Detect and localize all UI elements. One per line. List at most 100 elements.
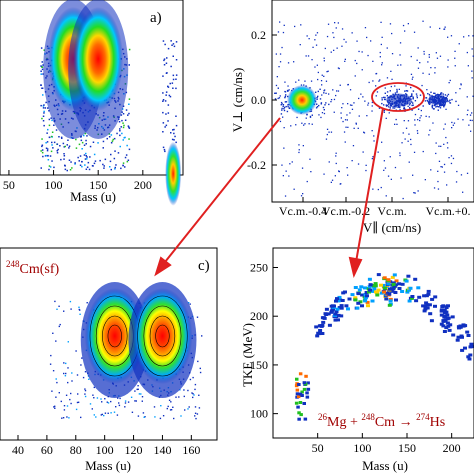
panel-a-point xyxy=(174,135,176,138)
panel-b-point xyxy=(372,156,374,158)
panel-b-point xyxy=(303,124,305,126)
panel-b-point xyxy=(380,43,382,46)
panel-b-point xyxy=(466,172,469,174)
panel-b-point xyxy=(427,93,429,95)
panel-d-cell xyxy=(424,301,429,305)
panel-d-cell xyxy=(357,288,362,292)
panel-a-point xyxy=(104,158,107,161)
panel-b-point xyxy=(316,106,319,108)
panel-a-point xyxy=(170,132,172,134)
panel-a-point xyxy=(74,163,76,165)
panel-a-point xyxy=(56,152,59,154)
panel-b-point xyxy=(311,114,313,116)
panel-d-cell xyxy=(450,315,455,319)
panel-a-point xyxy=(173,45,176,48)
panel-b-point xyxy=(462,191,464,193)
panel-c-point xyxy=(69,398,71,401)
panel-d-cell xyxy=(382,286,387,290)
panel-d-cell xyxy=(315,334,320,338)
panel-b-point xyxy=(356,40,358,42)
panel-c-point xyxy=(119,397,121,400)
panel-b-point xyxy=(449,102,452,104)
panel-a-point xyxy=(62,142,65,145)
panel-b-point xyxy=(390,70,392,72)
panel-d-cell xyxy=(298,401,303,404)
panel-a-point xyxy=(123,124,125,127)
panel-b-point xyxy=(381,102,383,105)
panel-d-cell xyxy=(384,297,389,301)
panel-b-point xyxy=(459,88,461,90)
panel-b-point xyxy=(416,95,418,97)
panel-b-point xyxy=(281,107,283,110)
panel-a-point xyxy=(64,168,67,171)
panel-a-point xyxy=(85,152,87,155)
panel-c-xtick-label: 120 xyxy=(125,443,143,457)
panel-a-point xyxy=(49,166,52,168)
panel-d-cell xyxy=(367,277,372,281)
panel-d-cell xyxy=(441,304,446,308)
panel-b-point xyxy=(457,104,460,106)
panel-b-point xyxy=(368,81,370,84)
panel-c-point xyxy=(169,409,172,411)
panel-d-cell xyxy=(340,299,345,302)
panel-c-blob xyxy=(84,288,145,384)
panel-a-point xyxy=(121,111,123,113)
panel-a-point xyxy=(127,114,129,116)
panel-b-point xyxy=(440,92,442,94)
panel-b-point xyxy=(436,57,439,59)
panel-b-point xyxy=(280,113,283,115)
panel-a-frame xyxy=(0,0,184,176)
panel-b-point xyxy=(392,93,394,95)
panel-c-point xyxy=(166,407,168,410)
panel-c-xlabel: Mass (u) xyxy=(85,458,131,473)
panel-b-point xyxy=(428,101,430,103)
panel-d-cell xyxy=(376,288,381,292)
panel-d-cell xyxy=(397,287,402,290)
panel-d-cell xyxy=(439,309,444,313)
panel-b-point xyxy=(440,145,442,147)
panel-b-point xyxy=(274,98,277,100)
panel-d-cell xyxy=(439,313,444,317)
panel-a-point xyxy=(51,141,53,144)
panel-b-point xyxy=(411,78,413,80)
panel-b-point xyxy=(284,101,287,103)
panel-a-point xyxy=(41,68,44,71)
panel-b-point xyxy=(447,59,449,61)
panel-b-point xyxy=(404,30,406,32)
panel-b-point xyxy=(397,106,399,108)
panel-b-point xyxy=(324,47,326,50)
panel-b-point xyxy=(423,53,425,55)
panel-d-cell xyxy=(408,286,413,290)
panel-d-cell xyxy=(356,301,361,305)
panel-b-point xyxy=(425,97,427,99)
panel-b-point xyxy=(425,115,427,117)
panel-c-point xyxy=(187,408,189,410)
panel-a-point xyxy=(128,64,130,66)
panel-b-point xyxy=(414,119,416,121)
panel-d-cell xyxy=(366,304,370,308)
panel-b-point xyxy=(419,119,421,122)
panel-d-cell xyxy=(387,292,392,296)
panel-b-point xyxy=(309,116,312,118)
arrow-right-head xyxy=(348,256,363,279)
panel-a-point xyxy=(124,119,127,121)
panel-b-point xyxy=(317,95,319,98)
panel-d-xtick-label: 100 xyxy=(353,441,371,455)
panel-c-point xyxy=(67,341,69,343)
panel-b-x-ticks: Vc.m.-0.4Vc.m.-0.2 Vc.m. Vc.m.+0. xyxy=(279,197,471,218)
panel-b-point xyxy=(371,105,373,107)
panel-a-point xyxy=(164,100,167,102)
panel-c-point xyxy=(189,303,191,305)
panel-d-cell xyxy=(294,401,299,405)
panel-b-point xyxy=(463,36,465,38)
panel-a-point xyxy=(97,142,99,144)
panel-b-point xyxy=(367,104,369,106)
panel-b-point xyxy=(396,88,398,91)
panel-d-cell xyxy=(326,312,331,316)
panel-a-point xyxy=(83,144,86,146)
panel-c-point xyxy=(63,405,66,407)
panel-a-point xyxy=(47,107,49,109)
panel-a-point xyxy=(42,105,45,107)
panel-c-point xyxy=(144,416,146,418)
panel-b-point xyxy=(390,105,392,107)
